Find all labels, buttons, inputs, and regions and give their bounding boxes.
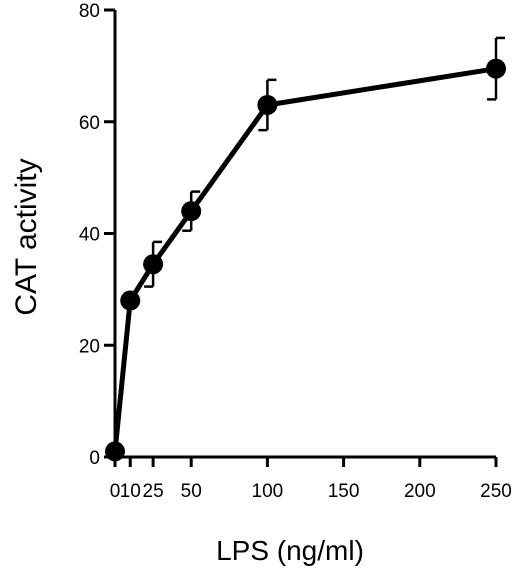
y-tick-label: 0 bbox=[89, 448, 100, 469]
x-tick-label: 0 bbox=[110, 481, 121, 502]
data-point bbox=[486, 58, 506, 79]
data-point bbox=[105, 441, 125, 462]
x-tick-label: 150 bbox=[328, 481, 360, 502]
x-tick-label: 25 bbox=[143, 481, 164, 502]
y-tick-label: 60 bbox=[79, 113, 100, 134]
y-tick-label: 80 bbox=[79, 1, 100, 22]
x-ticks: 0 10 25 50 100 150 200 250 bbox=[110, 457, 512, 502]
data-point bbox=[143, 254, 164, 275]
x-tick-label: 250 bbox=[480, 481, 512, 502]
plot-area bbox=[105, 36, 506, 462]
x-tick-label: 50 bbox=[181, 481, 202, 502]
x-tick-label: 200 bbox=[404, 481, 436, 502]
axes bbox=[113, 10, 496, 467]
x-tick-label: 10 bbox=[120, 481, 141, 502]
data-point bbox=[257, 94, 278, 115]
y-axis-label: CAT activity bbox=[10, 158, 43, 315]
data-point bbox=[181, 201, 202, 222]
x-axis-label: LPS (ng/ml) bbox=[216, 535, 364, 566]
y-tick-label: 20 bbox=[79, 336, 100, 357]
y-tick-label: 40 bbox=[79, 225, 100, 246]
y-ticks: 0 20 40 60 80 bbox=[79, 1, 115, 469]
x-tick-label: 100 bbox=[252, 481, 284, 502]
data-point bbox=[120, 290, 141, 311]
series-line bbox=[112, 66, 497, 452]
